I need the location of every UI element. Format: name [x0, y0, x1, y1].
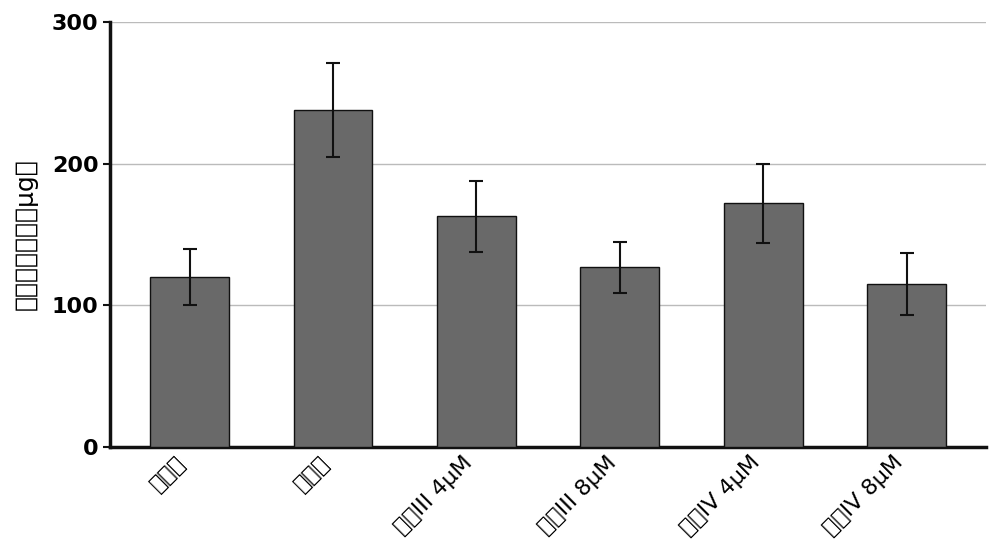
Bar [150, 277, 229, 447]
Bar [867, 284, 946, 447]
Bar [724, 204, 803, 447]
Bar [294, 110, 372, 447]
Bar [580, 267, 659, 447]
Bar [437, 216, 516, 447]
Y-axis label: 羟脃氨酸含量（μg）: 羟脃氨酸含量（μg） [14, 159, 38, 310]
